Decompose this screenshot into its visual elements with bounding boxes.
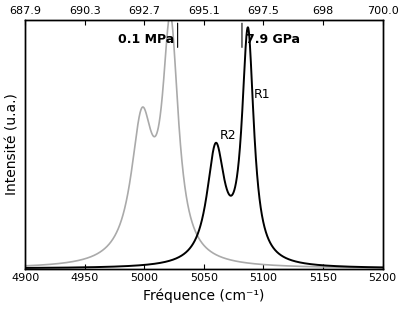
Text: R1: R1 xyxy=(254,88,271,101)
X-axis label: Fréquence (cm⁻¹): Fréquence (cm⁻¹) xyxy=(143,289,265,303)
Y-axis label: Intensité (u.a.): Intensité (u.a.) xyxy=(6,94,19,195)
Text: 0.1 MPa: 0.1 MPa xyxy=(118,33,174,46)
Text: R2: R2 xyxy=(219,129,236,142)
Text: 7.9 GPa: 7.9 GPa xyxy=(246,33,299,46)
